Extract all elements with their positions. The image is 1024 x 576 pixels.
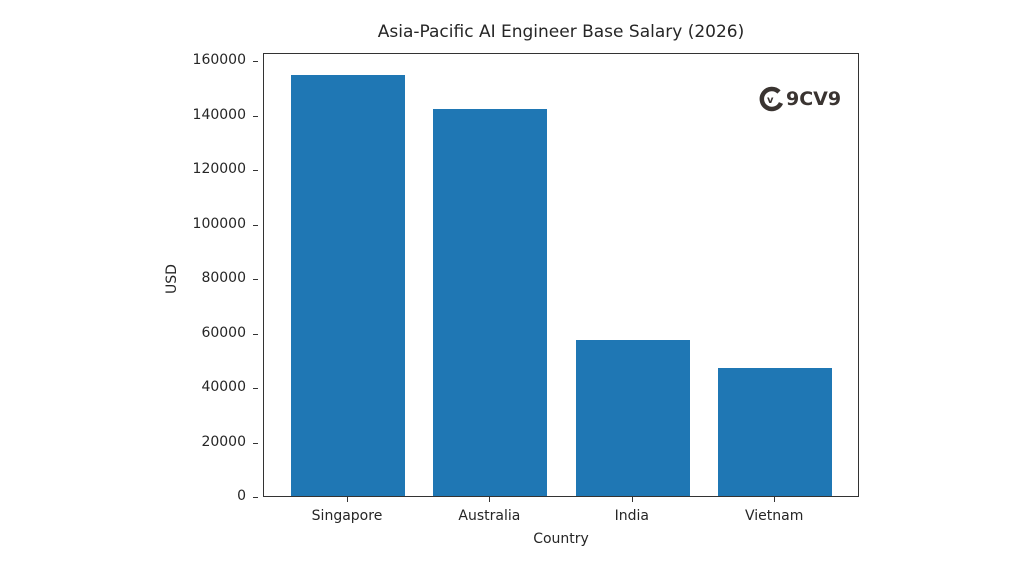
y-tick-mark bbox=[253, 61, 258, 63]
y-tick-label: 100000 bbox=[192, 215, 246, 232]
bar-vietnam bbox=[718, 367, 833, 496]
bar-singapore bbox=[291, 74, 405, 496]
x-tick-mark bbox=[489, 497, 491, 502]
y-tick-label: 0 bbox=[237, 488, 246, 504]
y-tick-mark bbox=[253, 115, 258, 117]
x-tick-mark bbox=[347, 497, 348, 502]
y-axis-label: USD bbox=[164, 264, 180, 294]
y-tick-mark bbox=[253, 442, 258, 444]
y-tick-mark bbox=[253, 170, 258, 172]
y-tick-label: 140000 bbox=[192, 106, 246, 123]
y-tick-label: 160000 bbox=[192, 52, 246, 69]
chart-title: Asia-Pacific AI Engineer Base Salary (20… bbox=[377, 22, 745, 42]
plot-area: v 9CV9 bbox=[263, 53, 859, 497]
y-tick-mark bbox=[253, 497, 258, 498]
x-tick-mark bbox=[774, 497, 776, 502]
x-tick-label: Singapore bbox=[311, 508, 383, 524]
y-tick-label: 40000 bbox=[201, 379, 246, 396]
y-tick-label: 60000 bbox=[201, 324, 246, 341]
x-tick-label: Australia bbox=[458, 508, 521, 524]
watermark-text: 9CV9 bbox=[786, 88, 842, 110]
y-tick-mark bbox=[253, 333, 258, 335]
x-tick-label: India bbox=[614, 508, 649, 524]
y-tick-label: 120000 bbox=[192, 161, 246, 178]
bar-australia bbox=[433, 108, 548, 496]
y-tick-label: 20000 bbox=[201, 433, 246, 450]
y-tick-label: 80000 bbox=[201, 270, 246, 287]
x-tick-label: Vietnam bbox=[745, 508, 804, 524]
y-tick-mark bbox=[253, 388, 258, 390]
bar-india bbox=[575, 340, 690, 496]
y-tick-mark bbox=[253, 224, 258, 226]
x-tick-mark bbox=[631, 497, 633, 502]
9cv9-logo-icon: v bbox=[759, 86, 784, 112]
watermark-logo: v 9CV9 bbox=[759, 86, 841, 112]
y-tick-mark bbox=[253, 279, 258, 281]
svg-text:v: v bbox=[767, 95, 774, 106]
x-axis-label: Country bbox=[533, 531, 589, 547]
